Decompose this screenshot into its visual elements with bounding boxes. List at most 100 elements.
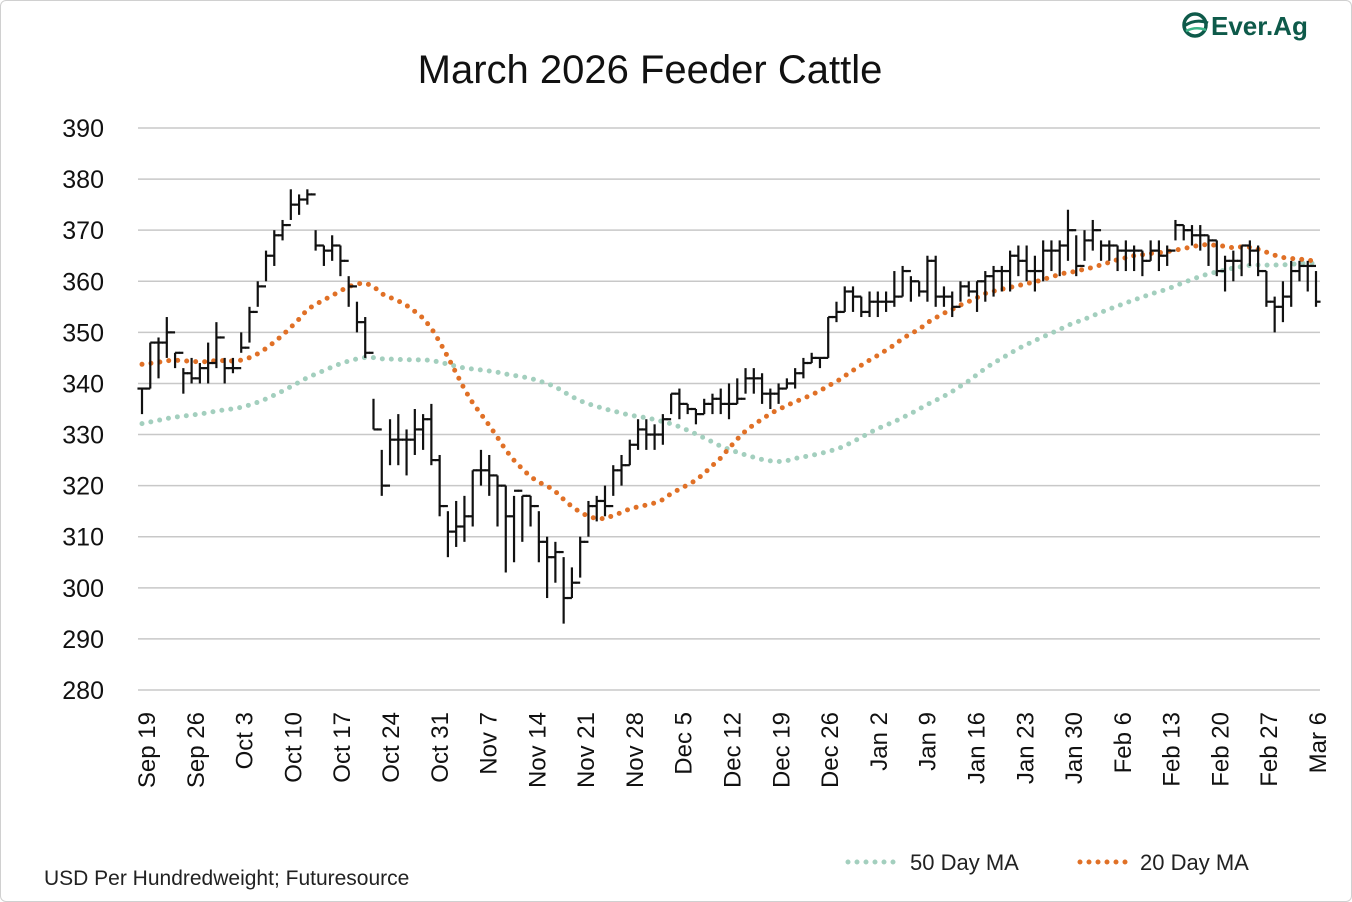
x-tick-label: Feb 6: [1110, 712, 1137, 773]
y-tick-label: 300: [62, 575, 104, 603]
price-bar: [1203, 234, 1214, 266]
x-tick-label: Jan 9: [915, 712, 942, 771]
price-bar: [699, 398, 709, 416]
price-bar: [468, 469, 478, 527]
price-bar: [1030, 255, 1040, 292]
x-tick-label: Oct 24: [378, 712, 405, 783]
price-bar: [443, 504, 453, 558]
price-bar: [674, 388, 684, 420]
x-tick-label: Dec 5: [671, 712, 698, 775]
price-bar: [1270, 296, 1280, 333]
price-bar: [534, 504, 544, 563]
price-bar: [790, 368, 800, 389]
x-tick-label: Jan 16: [963, 712, 990, 784]
price-bar: [683, 402, 693, 415]
everag-logo-text: Ever.Ag: [1211, 11, 1308, 41]
price-bar: [319, 244, 329, 266]
price-bar: [302, 189, 312, 205]
x-tick-label: Oct 3: [232, 712, 259, 769]
everag-logo: Ever.Ag: [1182, 11, 1308, 41]
price-bar: [1113, 244, 1123, 272]
x-tick-label: Feb 20: [1207, 712, 1234, 787]
x-tick-label: Mar 6: [1305, 712, 1332, 773]
price-bar: [774, 383, 784, 404]
price-bar: [360, 317, 370, 358]
price-bar: [807, 352, 817, 365]
price-bar: [153, 337, 164, 379]
price-bar: [418, 414, 428, 450]
price-bar: [914, 280, 924, 297]
everag-logo-swoosh-2: [1185, 27, 1207, 33]
price-bar: [1187, 225, 1197, 246]
price-bar: [352, 285, 362, 333]
price-bar: [815, 356, 825, 369]
price-bar: [410, 409, 420, 455]
price-bar: [666, 392, 676, 421]
price-bar: [1022, 245, 1032, 282]
price-bar: [1055, 240, 1065, 277]
price-bar: [600, 485, 610, 517]
price-bar: [1146, 240, 1156, 262]
price-bar: [517, 489, 527, 542]
price-bar: [286, 189, 296, 227]
price-bar: [311, 193, 321, 251]
x-tick-label: Dec 19: [768, 712, 795, 788]
price-bar: [889, 271, 899, 307]
price-bar: [253, 281, 263, 314]
price-bar: [385, 419, 395, 487]
y-tick-label: 330: [62, 422, 104, 450]
price-bar: [509, 489, 519, 563]
x-tick-label: Jan 23: [1012, 712, 1039, 784]
price-bar: [1286, 260, 1296, 307]
legend-50day-label: 50 Day MA: [910, 850, 1019, 875]
price-bar: [1220, 255, 1230, 292]
gridlines: [138, 127, 1320, 691]
source-note: USD Per Hundredweight; Futuresource: [44, 867, 409, 890]
y-tick-label: 390: [62, 115, 104, 143]
x-tick-label: Nov 21: [573, 712, 600, 788]
price-bar: [980, 271, 990, 302]
price-bar: [823, 315, 833, 360]
x-tick-label: Nov 14: [524, 712, 551, 788]
y-tick-label: 310: [62, 524, 104, 552]
price-bar: [1162, 245, 1172, 266]
price-bar: [1237, 244, 1247, 277]
price-bar: [1088, 219, 1098, 251]
price-bar: [865, 291, 875, 318]
price-bars: [137, 189, 1321, 624]
price-bar: [1096, 229, 1106, 261]
y-axis-tick-labels: 280 290 300 310 320 330 340 350 360 370 380 390: [62, 115, 104, 705]
y-tick-label: 290: [62, 626, 104, 654]
y-tick-label: 340: [62, 370, 104, 398]
price-bar: [501, 484, 511, 573]
x-tick-label: Oct 31: [427, 712, 454, 783]
x-tick-label: Feb 27: [1256, 712, 1283, 787]
legend-20day-label: 20 Day MA: [1140, 850, 1249, 875]
ma20-line: [139, 241, 1319, 522]
price-bar: [691, 407, 701, 425]
x-axis-tick-labels: Sep 19 Sep 26 Oct 3 Oct 10 Oct 17 Oct 24 Oct 3…: [134, 712, 1332, 788]
ma50-line: [139, 260, 1319, 465]
price-bar: [716, 388, 726, 415]
y-tick-label: 320: [62, 473, 104, 501]
price-bar: [616, 454, 627, 486]
price-bar: [732, 378, 742, 405]
price-bar: [294, 194, 304, 215]
price-bar: [567, 567, 577, 600]
price-bar: [368, 351, 379, 431]
price-bar: [1311, 264, 1321, 307]
price-bar: [856, 295, 866, 318]
price-bar: [1278, 281, 1288, 323]
x-tick-label: Dec 26: [817, 712, 844, 788]
price-bar: [922, 255, 932, 302]
price-bar: [625, 439, 635, 467]
price-bar: [1261, 269, 1271, 307]
x-tick-label: Nov 28: [622, 712, 649, 788]
x-tick-label: Jan 2: [866, 712, 893, 771]
price-bar: [848, 286, 858, 312]
price-bar: [137, 387, 147, 415]
x-tick-label: Sep 19: [134, 712, 161, 788]
price-bar: [459, 495, 469, 542]
y-tick-label: 350: [62, 319, 104, 347]
price-bar: [335, 244, 345, 277]
